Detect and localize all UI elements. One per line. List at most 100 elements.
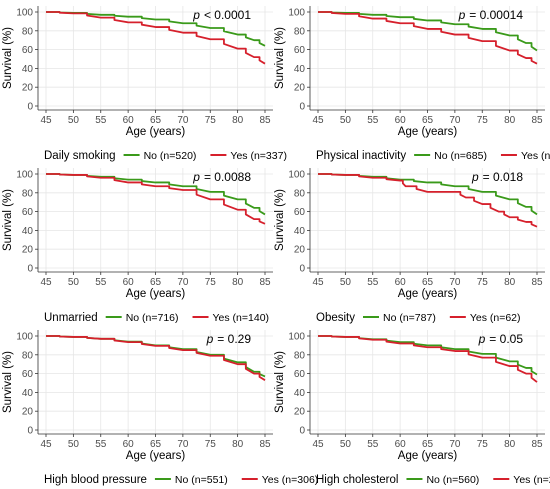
x-tick-label: 75 (205, 277, 217, 288)
y-tick-label: 100 (16, 332, 33, 343)
x-tick-label: 60 (123, 439, 135, 450)
x-tick-label: 75 (205, 115, 217, 126)
p-value: = 0.05 (489, 332, 523, 346)
series-line-yes (46, 173, 266, 225)
y-tick-label: 100 (288, 8, 305, 19)
p-value: = 0.29 (217, 332, 251, 346)
x-axis-title: Age (years) (126, 450, 186, 462)
y-tick-label: 100 (16, 170, 33, 181)
series-line-yes (46, 335, 266, 381)
x-tick-label: 85 (531, 277, 543, 288)
x-tick-label: 50 (340, 439, 352, 450)
chart-panel-5: 0 20 40 60 80 100 45 50 55 60 65 70 75 80 85 Age (years… (2, 330, 318, 486)
y-tick-label: 100 (288, 332, 305, 343)
x-tick-label: 45 (40, 115, 52, 126)
y-tick-label: 20 (294, 407, 306, 418)
y-tick-label: 0 (27, 426, 33, 437)
x-tick-label: 85 (259, 115, 271, 126)
x-tick-label: 60 (123, 277, 135, 288)
legend-label-no: No (n=716) (126, 312, 179, 324)
legend-title: Unmarried (44, 312, 98, 324)
p-label: p (206, 332, 214, 346)
p-label: p (192, 170, 200, 184)
x-tick-label: 75 (205, 439, 217, 450)
x-tick-label: 45 (312, 439, 324, 450)
x-tick-label: 65 (422, 277, 434, 288)
p-value-annotation: p = 0.29 (206, 332, 252, 346)
x-tick-label: 70 (449, 439, 461, 450)
x-tick-label: 85 (531, 115, 543, 126)
legend-label-no: No (n=551) (175, 474, 228, 486)
legend-title: Obesity (316, 312, 355, 324)
y-axis-title: Survival (%) (274, 27, 286, 89)
x-tick-label: 80 (504, 277, 516, 288)
p-value-annotation: p = 0.00014 (458, 8, 524, 22)
x-tick-label: 70 (449, 277, 461, 288)
y-tick-label: 40 (22, 388, 34, 399)
y-tick-label: 60 (294, 369, 306, 380)
x-tick-label: 55 (95, 439, 107, 450)
x-tick-label: 50 (68, 115, 80, 126)
p-label: p (458, 8, 466, 22)
x-tick-label: 65 (150, 115, 162, 126)
x-tick-label: 85 (259, 439, 271, 450)
y-tick-label: 100 (16, 8, 33, 19)
p-value-annotation: p = 0.05 (478, 332, 524, 346)
legend-label-yes: Yes (n=62) (470, 312, 521, 324)
x-tick-label: 70 (177, 277, 189, 288)
x-tick-label: 60 (395, 277, 407, 288)
legend-label-no: No (n=685) (434, 150, 487, 162)
y-tick-label: 40 (22, 226, 34, 237)
y-tick-label: 80 (22, 26, 34, 37)
chart-panel-6: 0 20 40 60 80 100 45 50 55 60 65 70 75 80 85 Age (years… (274, 330, 550, 486)
legend-label-yes: Yes (n=140) (213, 312, 270, 324)
x-tick-label: 85 (531, 439, 543, 450)
x-tick-label: 70 (449, 115, 461, 126)
x-tick-label: 45 (312, 277, 324, 288)
legend-label-yes: Yes (n=306) (262, 474, 319, 486)
y-tick-label: 20 (294, 245, 306, 256)
legend-title: High blood pressure (44, 474, 147, 486)
y-tick-label: 20 (22, 83, 34, 94)
p-label: p (471, 170, 479, 184)
y-tick-label: 40 (22, 64, 34, 75)
legend-label-yes: Yes (n=171) (521, 150, 550, 162)
legend-label-yes: Yes (n=297) (513, 474, 550, 486)
x-tick-label: 50 (68, 439, 80, 450)
x-axis-title: Age (years) (398, 450, 458, 462)
x-tick-label: 70 (177, 439, 189, 450)
chart-panel-4: 0 20 40 60 80 100 45 50 55 60 65 70 75 80 85 Age (years… (274, 168, 545, 324)
x-tick-label: 80 (504, 115, 516, 126)
y-tick-label: 40 (294, 64, 306, 75)
y-tick-label: 20 (294, 83, 306, 94)
x-tick-label: 70 (177, 115, 189, 126)
legend-label-yes: Yes (n=337) (230, 150, 287, 162)
y-tick-label: 60 (22, 207, 34, 218)
y-tick-label: 80 (294, 26, 306, 37)
y-tick-label: 80 (294, 350, 306, 361)
legend-label-no: No (n=520) (144, 150, 197, 162)
x-tick-label: 55 (367, 277, 379, 288)
y-tick-label: 0 (299, 264, 305, 275)
legend-label-no: No (n=560) (426, 474, 479, 486)
x-tick-label: 75 (477, 277, 489, 288)
x-tick-label: 65 (150, 277, 162, 288)
y-axis-title: Survival (%) (2, 27, 14, 89)
x-tick-label: 65 (422, 439, 434, 450)
y-tick-label: 0 (27, 102, 33, 113)
legend-title: Daily smoking (44, 150, 116, 162)
x-tick-label: 45 (312, 115, 324, 126)
p-value: = 0.00014 (469, 8, 523, 22)
x-tick-label: 80 (504, 439, 516, 450)
x-tick-label: 55 (95, 277, 107, 288)
x-tick-label: 60 (123, 115, 135, 126)
series-line-yes (46, 11, 266, 65)
y-tick-label: 100 (288, 170, 305, 181)
x-tick-label: 80 (232, 115, 244, 126)
y-axis-title: Survival (%) (2, 189, 14, 251)
chart-panel-1: 0 20 40 60 80 100 45 50 55 60 65 70 75 80 85 Age (years… (2, 6, 287, 162)
y-tick-label: 0 (299, 102, 305, 113)
series-line-yes (318, 173, 538, 228)
y-tick-label: 20 (22, 245, 34, 256)
